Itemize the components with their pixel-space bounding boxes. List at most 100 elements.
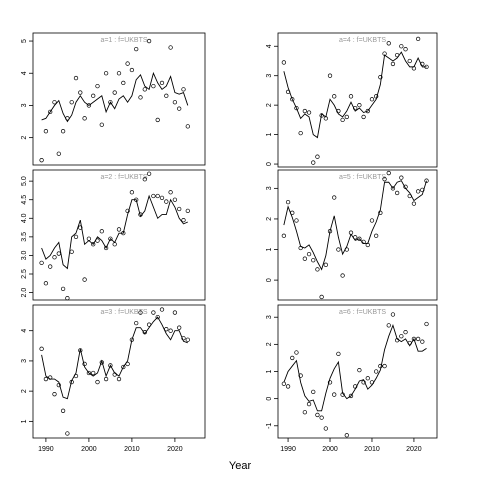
data-point [60, 286, 66, 292]
data-point [374, 233, 379, 238]
data-point [181, 87, 186, 92]
data-point [378, 75, 383, 80]
y-tick-label: 4 [21, 329, 28, 333]
data-point [134, 320, 139, 326]
data-point [164, 93, 169, 98]
panel-title: a=3 : f=UKBTS [100, 309, 147, 316]
data-point [357, 236, 362, 241]
data-point [116, 71, 122, 76]
x-tick-label: 1990 [280, 446, 296, 453]
data-point [39, 158, 44, 163]
data-point [116, 227, 122, 232]
data-point [82, 116, 87, 121]
data-point [78, 348, 83, 353]
panel-frame [277, 169, 438, 301]
data-point [73, 75, 79, 81]
data-point [365, 376, 370, 381]
data-point [369, 97, 375, 102]
fit-line [41, 316, 188, 400]
x-axis-label: Year [229, 460, 252, 472]
x-tick-label: 1990 [38, 446, 54, 453]
data-point [415, 189, 421, 194]
y-tick-label: 2 [21, 136, 28, 140]
data-point [332, 195, 337, 200]
data-point [332, 392, 337, 397]
data-point [151, 310, 156, 315]
data-point [146, 171, 152, 176]
data-point [315, 412, 320, 418]
fit-line [283, 323, 427, 412]
data-point [344, 114, 349, 120]
y-tick-label: 4 [266, 44, 273, 48]
y-tick-label: 4.5 [21, 195, 28, 205]
data-point [69, 100, 74, 105]
data-point [399, 334, 404, 339]
data-point [181, 336, 186, 341]
y-tick-label: 2 [266, 103, 273, 107]
data-point [386, 323, 391, 328]
data-point [327, 380, 333, 385]
data-point [294, 105, 299, 111]
data-point [125, 208, 130, 214]
panel-title: a=5 : f=UKBTS [339, 174, 386, 181]
data-point [151, 83, 156, 89]
data-point [155, 314, 160, 320]
data-point [298, 373, 303, 378]
data-point [285, 384, 291, 389]
data-point [298, 130, 303, 136]
data-point [86, 103, 92, 108]
data-point [390, 61, 396, 67]
data-point [181, 217, 186, 223]
data-point [332, 94, 337, 99]
data-point [48, 264, 53, 269]
data-point [172, 100, 178, 105]
data-point [281, 233, 287, 238]
y-tick-label: 3 [266, 74, 273, 78]
y-tick-label: 2 [266, 342, 273, 346]
data-point [65, 431, 70, 436]
data-point [177, 325, 182, 330]
data-point [52, 100, 57, 105]
y-tick-label: 3.0 [21, 250, 28, 260]
data-point [142, 177, 147, 182]
data-point [121, 364, 126, 370]
data-point [290, 355, 295, 361]
data-point [306, 401, 312, 407]
data-point [315, 154, 320, 159]
data-point [369, 218, 375, 223]
x-tick-label: 2000 [322, 446, 338, 453]
data-point [319, 415, 324, 420]
data-point [151, 193, 156, 199]
data-point [95, 83, 100, 89]
data-point [357, 103, 362, 108]
data-point [386, 170, 391, 176]
y-tick-label: 2.5 [21, 269, 28, 279]
data-point [340, 273, 345, 278]
data-point [365, 108, 370, 114]
y-tick-label: 3.5 [21, 232, 28, 242]
y-tick-label: 2.0 [21, 288, 28, 298]
data-point [159, 307, 165, 312]
data-point [361, 114, 366, 120]
data-point [39, 346, 44, 351]
data-point [138, 310, 143, 315]
y-tick-label: 2 [21, 389, 28, 393]
data-point [138, 95, 143, 100]
x-tick-label: 2000 [81, 446, 97, 453]
y-tick-label: 2 [266, 217, 273, 221]
data-point [399, 44, 404, 49]
data-point [159, 195, 165, 201]
panel-title: a=4 : f=UKBTS [339, 37, 386, 44]
data-point [323, 262, 328, 267]
data-point [411, 336, 417, 342]
data-point [374, 369, 379, 374]
y-tick-label: 3 [21, 359, 28, 363]
data-point [285, 199, 291, 205]
data-point [415, 336, 421, 342]
y-tick-label: 1 [266, 369, 273, 373]
data-point [52, 255, 57, 260]
data-point [311, 258, 316, 263]
data-point [103, 71, 109, 76]
data-point [60, 129, 66, 134]
